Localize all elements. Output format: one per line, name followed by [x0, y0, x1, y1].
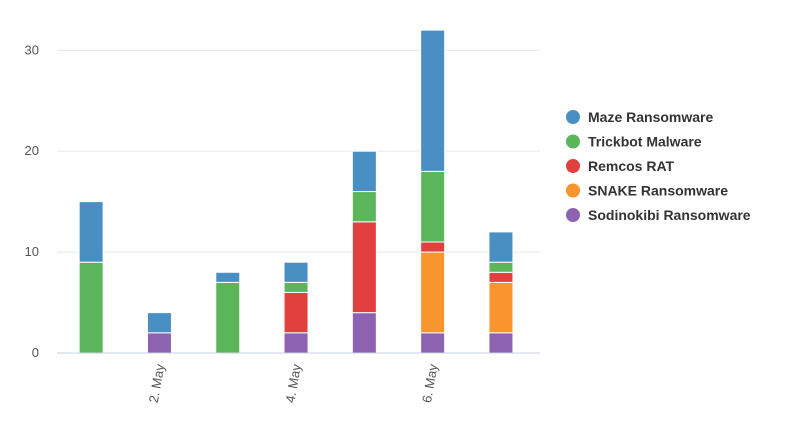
- bar-segment[interactable]: [488, 271, 514, 283]
- bar-segment[interactable]: [351, 312, 377, 354]
- x-tick-label: 4. May: [282, 362, 304, 404]
- bar-stack: [283, 261, 309, 354]
- bar-segment[interactable]: [351, 191, 377, 223]
- bar-stack: [78, 201, 104, 354]
- legend: Maze Ransomware Trickbot Malware Remcos RA…: [566, 109, 751, 223]
- legend-label: Remcos RAT: [588, 158, 675, 174]
- legend-label: Sodinokibi Ransomware: [588, 207, 751, 223]
- bar-segment[interactable]: [488, 332, 514, 354]
- gridlines: [57, 49, 540, 253]
- bar-segment[interactable]: [420, 241, 446, 253]
- legend-item[interactable]: SNAKE Ransomware: [566, 183, 728, 199]
- y-tick-label: 0: [32, 345, 39, 360]
- bar-segment[interactable]: [283, 281, 309, 293]
- x-tick-label: 2. May: [146, 362, 168, 404]
- x-tick-label: 6. May: [419, 362, 441, 404]
- legend-item[interactable]: Maze Ransomware: [566, 109, 713, 125]
- bar-stack: [420, 29, 446, 354]
- bar-segment[interactable]: [283, 291, 309, 334]
- legend-marker: [566, 183, 580, 198]
- legend-marker: [566, 208, 580, 222]
- legend-item[interactable]: Trickbot Malware: [566, 134, 702, 150]
- legend-label: Trickbot Malware: [588, 134, 702, 150]
- legend-item[interactable]: Sodinokibi Ransomware: [566, 207, 751, 223]
- legend-label: SNAKE Ransomware: [588, 183, 728, 199]
- y-tick-label: 10: [25, 244, 39, 259]
- bar-segment[interactable]: [420, 170, 446, 243]
- bar-segment[interactable]: [78, 201, 104, 263]
- bar-segment[interactable]: [283, 261, 309, 283]
- bar-segment[interactable]: [488, 281, 514, 334]
- y-axis-tick-labels: 0 10 20 30: [25, 42, 39, 360]
- y-tick-label: 30: [25, 42, 39, 57]
- bar-segment[interactable]: [420, 29, 446, 172]
- bar-segment[interactable]: [351, 221, 377, 314]
- bar-segment[interactable]: [146, 312, 172, 334]
- bar-segment[interactable]: [215, 271, 241, 283]
- legend-item[interactable]: Remcos RAT: [566, 158, 675, 174]
- bar-segment[interactable]: [146, 332, 172, 354]
- y-tick-label: 20: [25, 143, 39, 158]
- bar-stack: [351, 150, 377, 354]
- bar-segment[interactable]: [488, 261, 514, 273]
- bar-stack: [215, 271, 241, 354]
- bar-segment[interactable]: [420, 332, 446, 354]
- bar-segment[interactable]: [420, 251, 446, 334]
- legend-marker: [566, 110, 580, 124]
- bar-stack: [488, 231, 514, 354]
- bar-segment[interactable]: [215, 281, 241, 354]
- bar-segment[interactable]: [78, 261, 104, 354]
- bar-segment[interactable]: [351, 150, 377, 193]
- x-axis-tick-labels: 2. May 4. May 6. May: [146, 362, 441, 404]
- bar-stack: [146, 312, 172, 354]
- bar-segment[interactable]: [283, 332, 309, 354]
- bar-segment[interactable]: [488, 231, 514, 263]
- legend-label: Maze Ransomware: [588, 109, 713, 125]
- legend-marker: [566, 159, 580, 173]
- bar-stacks: [78, 29, 514, 354]
- legend-marker: [566, 134, 580, 149]
